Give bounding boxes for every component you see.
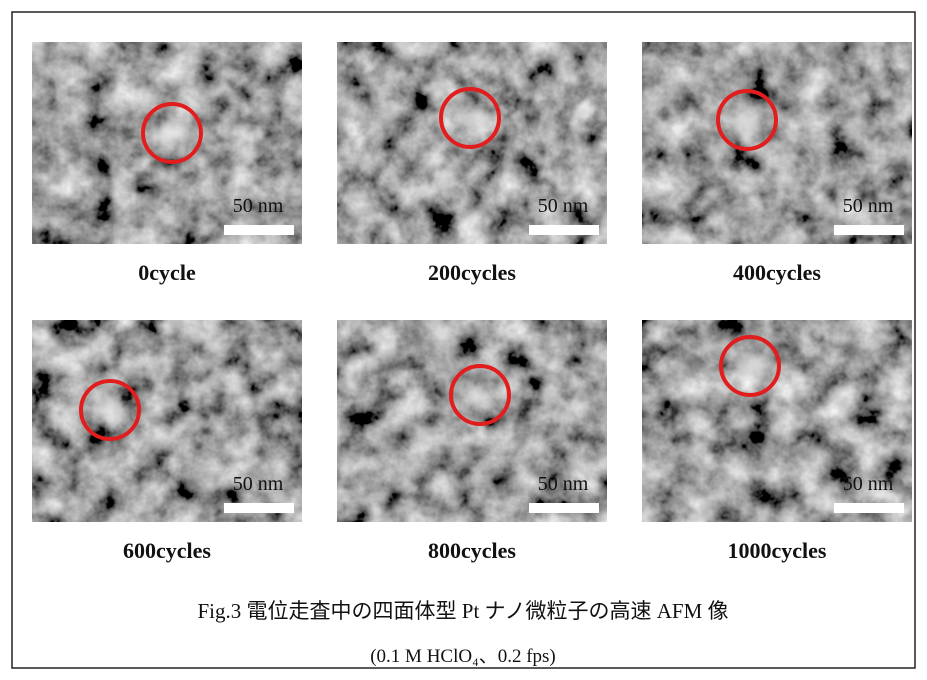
panel-label: 600cycles [123, 538, 211, 563]
panel-label: 200cycles [428, 260, 516, 285]
scale-bar [834, 225, 904, 235]
particle [734, 355, 766, 377]
particle [464, 384, 496, 406]
caption-line: (0.1 M HClO₄、0.2 fps) [370, 646, 556, 667]
panel-label: 0cycle [138, 260, 196, 285]
scale-bar-label: 50 nm [538, 195, 589, 217]
particle [156, 122, 188, 144]
particle [454, 107, 486, 129]
caption-line: Fig.3 電位走査中の四面体型 Pt ナノ微粒子の高速 AFM 像 [198, 599, 729, 623]
particle [731, 109, 763, 131]
scale-bar [224, 503, 294, 513]
particle [94, 399, 126, 421]
scale-bar-label: 50 nm [538, 473, 589, 495]
figure: Fig.3 電位走査中の四面体型 Pt ナノ微粒子の高速 AFM 像 (0.1 … [0, 0, 927, 680]
scale-bar-label: 50 nm [233, 473, 284, 495]
scale-bar-label: 50 nm [843, 195, 894, 217]
panel-label: 800cycles [428, 538, 516, 563]
scale-bar-label: 50 nm [233, 195, 284, 217]
scale-bar [834, 503, 904, 513]
panel-label: 1000cycles [728, 538, 827, 563]
panel-label: 400cycles [733, 260, 821, 285]
scale-bar [529, 225, 599, 235]
scale-bar-label: 50 nm [843, 473, 894, 495]
scale-bar [224, 225, 294, 235]
scale-bar [529, 503, 599, 513]
